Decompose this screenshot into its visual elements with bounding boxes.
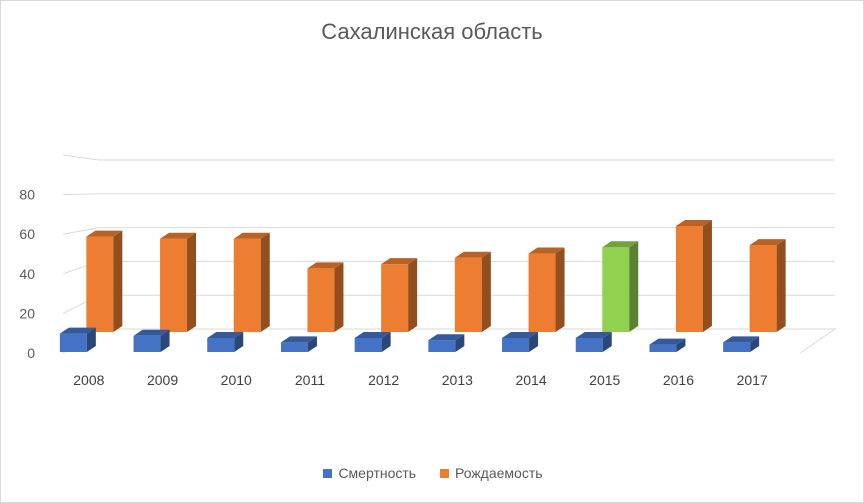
bar-deaths-2014 [502, 332, 539, 352]
legend-swatch-deaths [323, 468, 333, 478]
x-tick-label: 2016 [663, 372, 694, 388]
bar-deaths-2016 [649, 338, 686, 352]
x-tick-label: 2015 [589, 372, 620, 388]
legend-label-births: Рождаемость [454, 465, 543, 481]
legend: Смертность Рождаемость [1, 465, 864, 481]
y-tick-label: 0 [27, 345, 35, 361]
gridline [62, 227, 835, 235]
gridline [62, 154, 835, 161]
bar-deaths-2017 [723, 336, 760, 352]
legend-item-deaths: Смертность [323, 465, 416, 481]
legend-swatch-births [439, 468, 449, 478]
x-tick-label: 2010 [221, 372, 252, 388]
y-tick-label: 80 [19, 187, 35, 203]
bar-deaths-2008 [59, 327, 96, 352]
bar-births-2017 [749, 239, 786, 332]
x-tick-label: 2008 [73, 372, 104, 388]
y-tick-label: 40 [19, 266, 35, 282]
bar-births-2009 [160, 232, 197, 332]
bars [59, 220, 786, 352]
x-axis-ticks: 2008 2009 2010 2011 2012 2013 2014 2015 2016 2017 [73, 372, 768, 388]
gridline [62, 193, 835, 196]
bar-births-2015 [602, 241, 639, 332]
bar-births-2008 [86, 230, 123, 332]
bar-births-2016 [675, 220, 712, 332]
chart-title: Сахалинская область [321, 19, 543, 44]
bar-births-2011 [307, 262, 344, 332]
bar-deaths-2010 [207, 332, 244, 352]
bar-deaths-2009 [133, 329, 170, 352]
bar-deaths-2011 [280, 336, 317, 352]
x-tick-label: 2009 [147, 372, 178, 388]
legend-item-births: Рождаемость [439, 465, 543, 481]
x-tick-label: 2014 [515, 372, 546, 388]
legend-label-deaths: Смертность [338, 465, 417, 481]
bar-deaths-2013 [428, 334, 465, 352]
bar-births-2013 [454, 251, 491, 332]
x-tick-label: 2011 [295, 372, 325, 388]
x-tick-label: 2013 [442, 372, 473, 388]
y-tick-label: 60 [19, 226, 35, 242]
bar-deaths-2015 [575, 332, 612, 352]
x-tick-label: 2012 [368, 372, 399, 388]
bar-births-2010 [233, 232, 270, 332]
y-tick-label: 20 [19, 305, 35, 321]
bar-deaths-2012 [354, 332, 391, 352]
y-axis-ticks: 0 20 40 60 80 [19, 187, 35, 361]
bar-births-2014 [528, 247, 565, 332]
x-tick-label: 2017 [737, 372, 768, 388]
bar-births-2012 [381, 258, 418, 332]
